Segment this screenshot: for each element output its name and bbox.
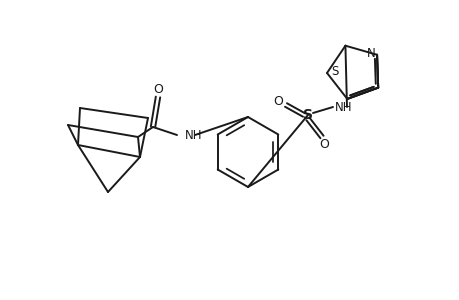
Text: NH: NH: [185, 128, 202, 142]
Text: O: O: [273, 94, 282, 107]
Text: O: O: [319, 137, 328, 151]
Text: NH: NH: [334, 100, 352, 113]
Text: N: N: [366, 47, 375, 60]
Text: O: O: [153, 82, 162, 95]
Text: S: S: [302, 108, 312, 122]
Text: S: S: [330, 65, 338, 79]
